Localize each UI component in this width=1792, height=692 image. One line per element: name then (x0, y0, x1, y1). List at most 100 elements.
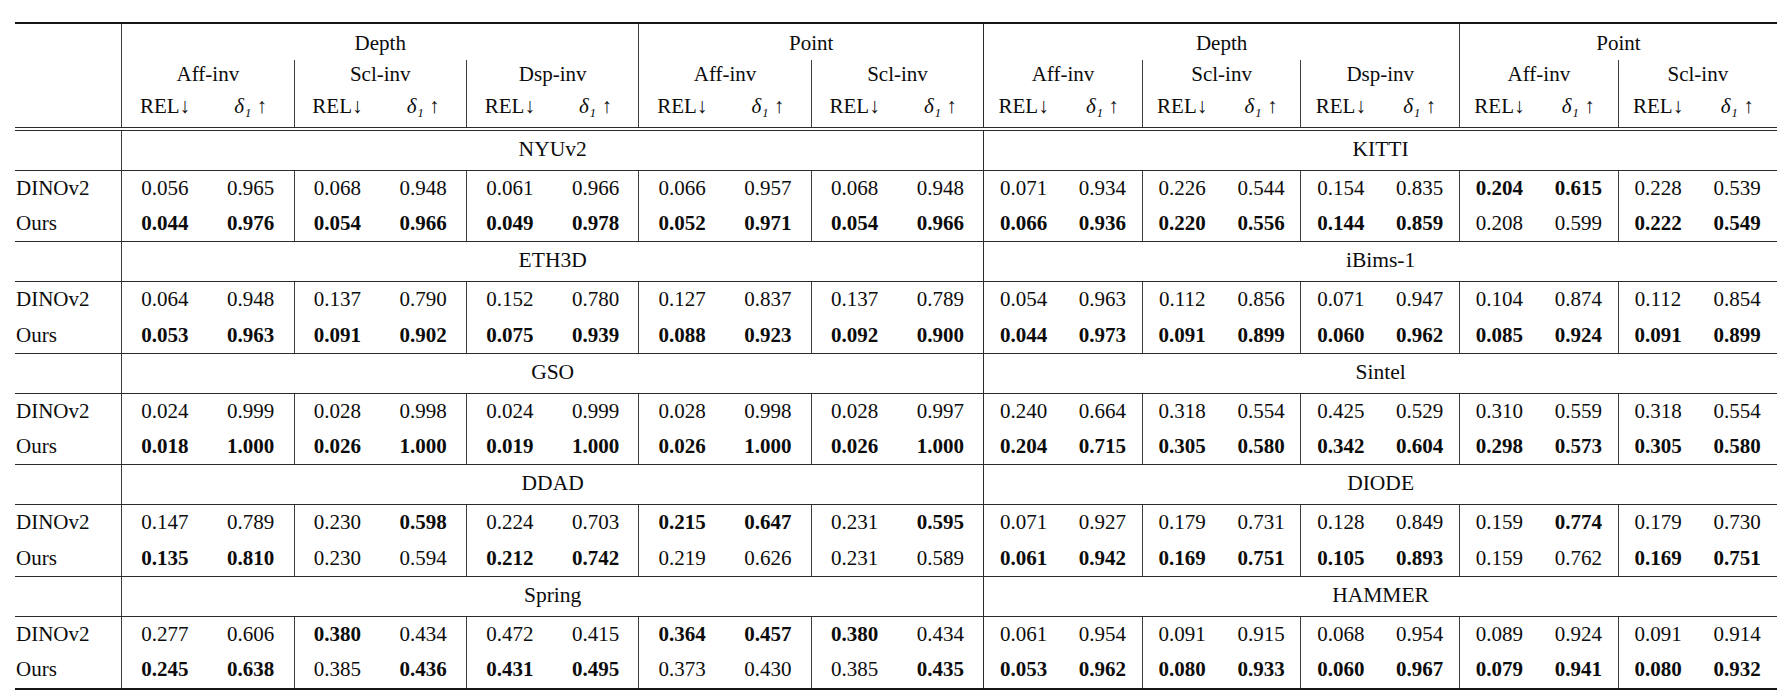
value-cell: 0.079 (1460, 652, 1539, 688)
value-cell: 0.019 (466, 429, 552, 465)
value-cell: 0.435 (897, 652, 983, 688)
value-cell: 0.436 (380, 652, 466, 688)
value-cell: 0.835 (1380, 170, 1459, 206)
metric-label-rel: REL↓ (294, 90, 380, 129)
value-cell: 0.874 (1539, 282, 1618, 318)
value-cell: 0.240 (984, 393, 1063, 429)
value-cell: 0.054 (984, 282, 1063, 318)
value-cell: 0.966 (553, 170, 639, 206)
value-cell: 0.604 (1380, 429, 1459, 465)
value-cell: 0.923 (725, 318, 811, 354)
value-cell: 0.999 (553, 393, 639, 429)
value-cell: 0.927 (1063, 505, 1142, 541)
value-cell: 0.230 (294, 541, 380, 577)
value-cell: 0.965 (208, 170, 294, 206)
value-cell: 0.942 (1063, 541, 1142, 577)
value-cell: 0.028 (639, 393, 725, 429)
value-cell: 0.854 (1697, 282, 1777, 318)
value-cell: 0.966 (380, 206, 466, 242)
value-cell: 0.091 (1142, 616, 1221, 652)
value-cell: 0.544 (1222, 170, 1301, 206)
band-spacer (15, 353, 122, 393)
value-cell: 0.790 (380, 282, 466, 318)
value-cell: 0.228 (1618, 170, 1697, 206)
value-cell: 0.137 (294, 282, 380, 318)
value-cell: 0.647 (725, 505, 811, 541)
value-cell: 0.472 (466, 616, 552, 652)
value-cell: 0.626 (725, 541, 811, 577)
value-cell: 0.954 (1380, 616, 1459, 652)
value-cell: 0.430 (725, 652, 811, 688)
value-cell: 0.364 (639, 616, 725, 652)
value-cell: 0.434 (380, 616, 466, 652)
metric-label-delta1: δ₁ ↑ (725, 90, 811, 129)
value-cell: 0.054 (294, 206, 380, 242)
value-cell: 0.054 (811, 206, 897, 242)
value-cell: 0.044 (122, 206, 208, 242)
value-cell: 0.318 (1618, 393, 1697, 429)
value-cell: 0.415 (553, 616, 639, 652)
metric-label-delta1: δ₁ ↑ (897, 90, 983, 129)
metric-label-rel: REL↓ (466, 90, 552, 129)
value-cell: 0.137 (811, 282, 897, 318)
value-cell: 0.425 (1301, 393, 1380, 429)
value-cell: 0.638 (208, 652, 294, 688)
header-spacer (15, 90, 122, 129)
value-cell: 0.934 (1063, 170, 1142, 206)
dataset-name-ddad: DDAD (122, 465, 984, 505)
value-cell: 0.947 (1380, 282, 1459, 318)
value-cell: 0.385 (294, 652, 380, 688)
value-cell: 0.380 (294, 616, 380, 652)
value-cell: 0.080 (1142, 652, 1221, 688)
table-row: Ours0.0440.9760.0540.9660.0490.9780.0520… (15, 206, 1777, 242)
header-row-groups: DepthPointDepthPoint (15, 23, 1777, 60)
paper-table-figure: DepthPointDepthPointAff-invScl-invDsp-in… (0, 0, 1792, 692)
value-cell: 0.615 (1539, 170, 1618, 206)
value-cell: 1.000 (725, 429, 811, 465)
value-cell: 0.147 (122, 505, 208, 541)
value-cell: 0.144 (1301, 206, 1380, 242)
value-cell: 0.179 (1618, 505, 1697, 541)
value-cell: 0.208 (1460, 206, 1539, 242)
metric-label-delta1: δ₁ ↑ (1539, 90, 1618, 129)
value-cell: 0.104 (1460, 282, 1539, 318)
band-spacer (15, 129, 122, 170)
value-cell: 0.932 (1697, 652, 1777, 688)
value-cell: 0.080 (1618, 652, 1697, 688)
dataset-name-nyuv2: NYUv2 (122, 129, 984, 170)
value-cell: 1.000 (208, 429, 294, 465)
value-cell: 0.973 (1063, 318, 1142, 354)
value-cell: 0.169 (1142, 541, 1221, 577)
metric-label-rel: REL↓ (811, 90, 897, 129)
metric-label-rel: REL↓ (1618, 90, 1697, 129)
table-body: NYUv2KITTIDINOv20.0560.9650.0680.9480.06… (15, 129, 1777, 689)
dataset-name-diode: DIODE (984, 465, 1777, 505)
value-cell: 0.305 (1142, 429, 1221, 465)
dataset-band-row: NYUv2KITTI (15, 129, 1777, 170)
value-cell: 0.751 (1697, 541, 1777, 577)
metric-label-rel: REL↓ (1460, 90, 1539, 129)
value-cell: 0.999 (208, 393, 294, 429)
dataset-band-row: SpringHAMMER (15, 577, 1777, 617)
value-cell: 0.941 (1539, 652, 1618, 688)
value-cell: 0.914 (1697, 616, 1777, 652)
table-header: DepthPointDepthPointAff-invScl-invDsp-in… (15, 23, 1777, 129)
model-label: DINOv2 (15, 505, 122, 541)
value-cell: 0.024 (122, 393, 208, 429)
value-cell: 0.231 (811, 541, 897, 577)
value-cell: 0.998 (725, 393, 811, 429)
value-cell: 0.212 (466, 541, 552, 577)
value-cell: 0.859 (1380, 206, 1459, 242)
value-cell: 0.061 (984, 616, 1063, 652)
value-cell: 0.434 (897, 616, 983, 652)
value-cell: 0.091 (294, 318, 380, 354)
value-cell: 0.373 (639, 652, 725, 688)
value-cell: 0.068 (294, 170, 380, 206)
value-cell: 0.703 (553, 505, 639, 541)
metric-label-rel: REL↓ (122, 90, 208, 129)
model-label: Ours (15, 541, 122, 577)
value-cell: 0.028 (294, 393, 380, 429)
value-cell: 0.664 (1063, 393, 1142, 429)
value-cell: 0.731 (1222, 505, 1301, 541)
col-subgroup-dsp-inv: Dsp-inv (1301, 60, 1460, 89)
